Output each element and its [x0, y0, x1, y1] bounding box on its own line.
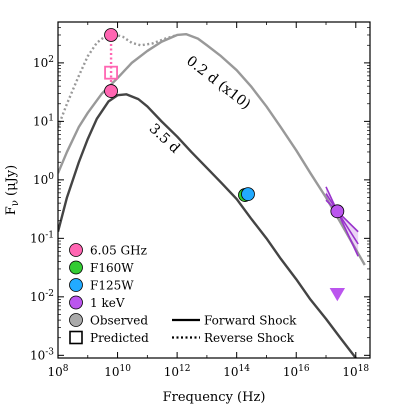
6-05-ghz-observed-point	[104, 28, 118, 42]
legend-marker-f125w	[69, 278, 83, 292]
y-axis: 10-3 10-2 10-1 100 101 102	[30, 21, 370, 362]
legend-label-predicted: Predicted	[90, 331, 149, 345]
y-tick-label: 100	[33, 172, 54, 187]
x-tick-label: 1012	[164, 364, 191, 379]
data-extras	[109, 34, 359, 257]
legend-marker-f160w	[69, 260, 83, 275]
legend-label-1-kev: 1 keV	[90, 296, 125, 310]
curve-0-2-d-reverse-shock	[58, 33, 178, 128]
y-axis-label: Fν (μJy)	[4, 165, 21, 215]
legend-marker-predicted	[69, 330, 83, 345]
curve-3-5-d-forward-shock	[58, 93, 357, 358]
6-05-ghz-predicted-point	[104, 65, 118, 80]
legend-label-f160w: F160W	[90, 261, 134, 275]
legend-label-f125w: F125W	[90, 279, 134, 293]
f125w-observed-point	[241, 187, 255, 202]
plot-frame	[57, 21, 371, 359]
x-tick-label: 108	[47, 364, 68, 379]
curve-label-3-5-d: 3.5 d	[146, 121, 183, 157]
x-axis-label: Frequency (Hz)	[163, 390, 266, 405]
x-tick-label: 1014	[223, 364, 250, 379]
curve-0-2-d-forward-shock	[58, 32, 366, 266]
legend-marker-observed	[69, 313, 83, 327]
y-tick-label: 10-3	[30, 347, 54, 362]
y-tick-label: 10-2	[30, 289, 54, 304]
6-05-ghz-observed-point	[104, 84, 118, 98]
legend: 6.05 GHz F160W F125W 1 keV Observed Predicted…	[69, 243, 297, 345]
x-tick-label: 1010	[104, 364, 131, 379]
x-axis: 108 1010 1012 1014 1016 1018	[47, 22, 369, 379]
curve-labels: 0.2 d (x10)3.5 d	[146, 53, 254, 157]
y-tick-label: 101	[33, 113, 54, 128]
y-tick-label: 10-1	[30, 230, 54, 245]
y-tick-label: 102	[33, 55, 54, 70]
xray-spectral-line	[325, 193, 359, 245]
legend-label-6-05-ghz: 6.05 GHz	[90, 244, 147, 258]
legend-marker-6-05-ghz	[69, 243, 83, 257]
xray-spectral-band	[326, 186, 359, 257]
legend-label-observed: Observed	[90, 314, 148, 328]
1-kev-observed-point	[330, 204, 345, 219]
legend-marker-1-kev	[69, 295, 83, 310]
xray-spectral-line	[325, 186, 359, 257]
x-tick-label: 1018	[342, 364, 369, 379]
legend-label-reverse-shock: Reverse Shock	[204, 331, 295, 345]
x-tick-label: 1016	[283, 364, 310, 379]
data-points	[104, 28, 346, 302]
legend-label-forward-shock: Forward Shock	[204, 314, 297, 328]
1-kev-upper-limit-point	[329, 288, 346, 302]
curve-label-0-2-d-x10: 0.2 d (x10)	[183, 53, 253, 113]
